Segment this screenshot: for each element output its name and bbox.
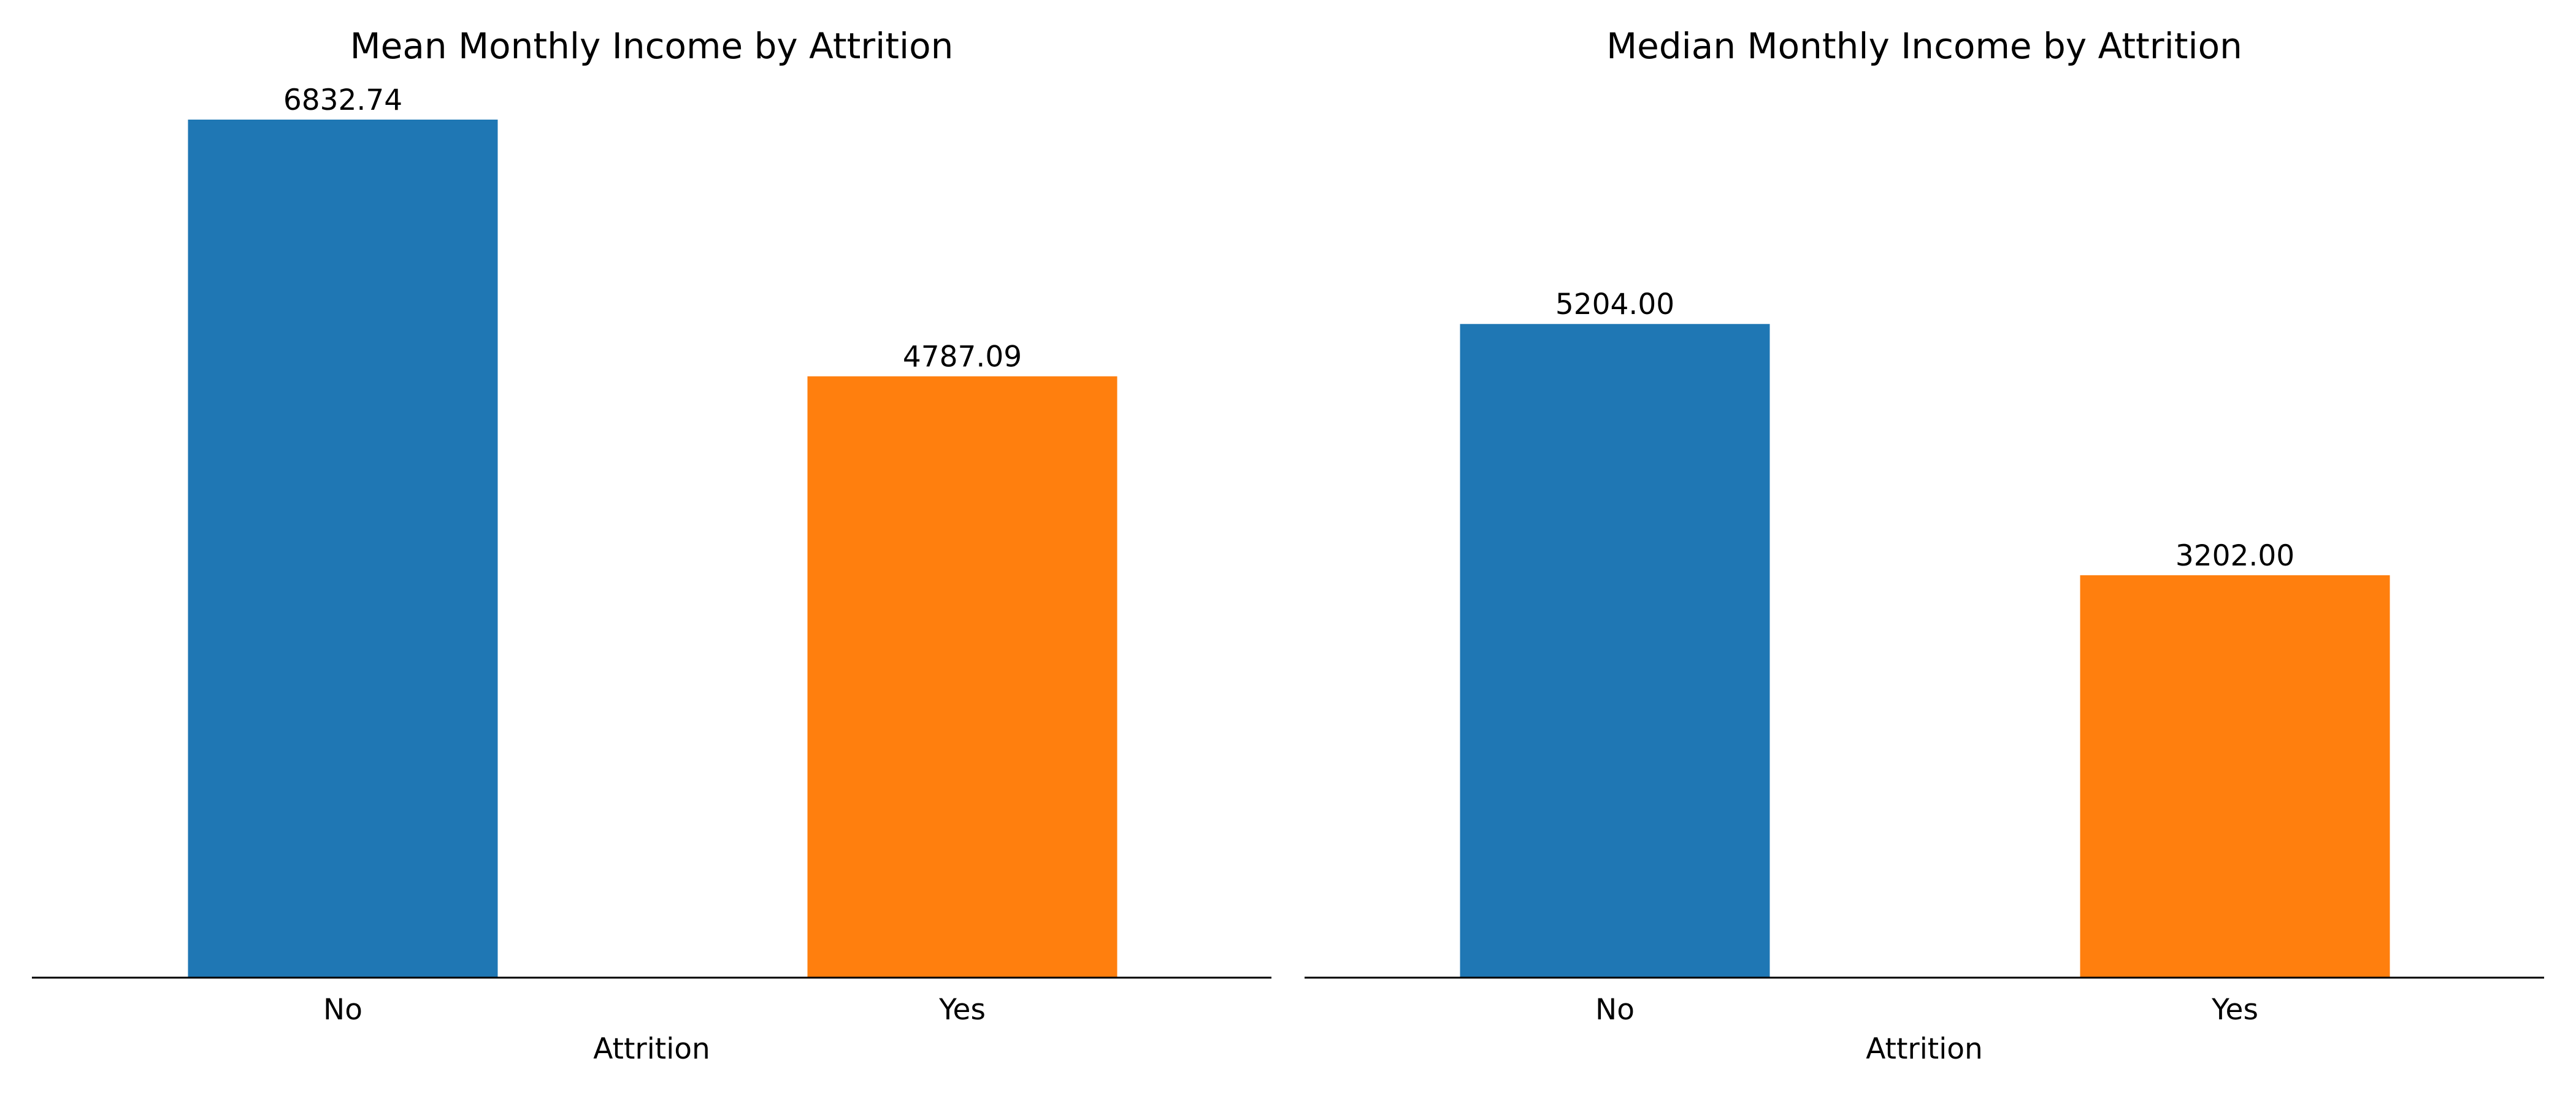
value-label: 6832.74 [283, 83, 402, 117]
x-tick-label: No [1595, 993, 1635, 1027]
x-tick-label: Yes [2211, 993, 2258, 1027]
x-axis-label: Attrition [593, 1032, 710, 1066]
x-tick-label: Yes [938, 993, 986, 1027]
median-income-chart: Median Monthly Income by Attrition 5204.0… [1305, 25, 2544, 1066]
value-label: 4787.09 [903, 340, 1022, 374]
x-axis-label: Attrition [1866, 1032, 1983, 1066]
chart-title: Mean Monthly Income by Attrition [350, 25, 954, 67]
value-label: 3202.00 [2175, 539, 2294, 573]
chart-title: Median Monthly Income by Attrition [1606, 25, 2242, 67]
mean-income-chart: Mean Monthly Income by Attrition 6832.74 N… [32, 25, 1271, 1066]
bar-yes [807, 376, 1117, 977]
bar-no [188, 120, 498, 977]
bar-no [1460, 324, 1770, 977]
x-tick-label: No [323, 993, 362, 1027]
bar-yes [2080, 575, 2390, 977]
value-label: 5204.00 [1555, 288, 1674, 321]
